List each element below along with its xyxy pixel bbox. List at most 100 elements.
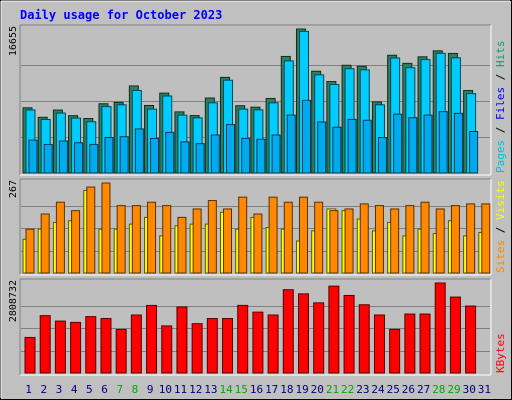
bar-pages-day-28 (438, 111, 448, 174)
bar-kbytes-day-4 (70, 321, 82, 374)
bar-sites-day-27 (420, 201, 430, 274)
x-tick-label-day-23: 23 (356, 383, 369, 396)
bar-kbytes-day-14 (222, 318, 234, 374)
bar-sites-day-17 (268, 196, 278, 274)
bar-kbytes-day-2 (39, 315, 51, 374)
bar-pages-day-24 (377, 137, 387, 174)
bar-kbytes-day-13 (206, 318, 218, 374)
x-tick-label-day-10: 10 (159, 383, 172, 396)
bar-sites-day-13 (207, 200, 217, 274)
x-tick-label-day-9: 9 (147, 383, 154, 396)
bar-pages-day-4 (74, 142, 84, 174)
x-tick-label-day-21: 21 (326, 383, 339, 396)
y-axis-max-label: 267 (8, 180, 19, 198)
bar-kbytes-day-24 (373, 314, 385, 374)
panel-legend: KBytes (494, 333, 507, 373)
bar-pages-day-1 (28, 139, 38, 174)
x-tick-label-day-13: 13 (204, 383, 217, 396)
bar-sites-day-25 (390, 208, 400, 274)
bar-sites-day-9 (147, 201, 157, 274)
bar-kbytes-day-17 (267, 314, 279, 374)
x-tick-label-day-12: 12 (189, 383, 202, 396)
x-tick-label-day-6: 6 (101, 383, 108, 396)
bar-kbytes-day-6 (100, 318, 112, 374)
x-tick-label-day-7: 7 (116, 383, 123, 396)
bar-pages-day-6 (104, 137, 114, 174)
bar-pages-day-8 (134, 128, 144, 174)
x-tick-label-day-19: 19 (295, 383, 308, 396)
bar-kbytes-day-27 (419, 313, 431, 374)
legend-pages: Pages (494, 140, 507, 173)
x-tick-label-day-27: 27 (417, 383, 430, 396)
panel-legend: Pages / Files / Hits (494, 41, 507, 174)
bar-sites-day-22 (344, 208, 354, 274)
bar-sites-day-20 (314, 201, 324, 274)
x-tick-label-day-5: 5 (86, 383, 93, 396)
bar-pages-day-26 (408, 117, 418, 174)
bar-sites-day-8 (131, 205, 141, 274)
bar-pages-day-20 (317, 121, 327, 174)
bar-pages-day-15 (241, 137, 251, 174)
legend-separator: / (494, 67, 507, 87)
legend-files: Files (494, 87, 507, 120)
bar-sites-day-19 (298, 196, 308, 274)
y-axis-max-label: 16655 (8, 26, 19, 56)
bar-sites-day-4 (71, 210, 81, 274)
bar-pages-day-11 (180, 141, 190, 174)
x-tick-label-day-17: 17 (265, 383, 278, 396)
bar-pages-day-17 (271, 134, 281, 174)
bar-kbytes-day-16 (252, 311, 264, 374)
x-tick-label-day-11: 11 (174, 383, 187, 396)
bar-pages-day-12 (195, 143, 205, 174)
x-tick-label-day-1: 1 (25, 383, 32, 396)
bar-sites-day-16 (253, 213, 263, 274)
y-axis-max-label: 2808732 (8, 280, 19, 322)
bar-pages-day-19 (301, 99, 311, 174)
x-tick-label-day-25: 25 (387, 383, 400, 396)
x-tick-label-day-22: 22 (341, 383, 354, 396)
bar-pages-day-27 (423, 114, 433, 174)
bar-sites-day-24 (374, 205, 384, 274)
bar-kbytes-day-7 (115, 328, 127, 374)
bar-pages-day-16 (256, 138, 266, 174)
x-tick-label-day-3: 3 (56, 383, 63, 396)
bar-sites-day-26 (405, 205, 415, 274)
bar-pages-day-29 (453, 112, 463, 174)
x-tick-label-day-30: 30 (463, 383, 476, 396)
bar-kbytes-day-22 (343, 294, 355, 374)
bar-kbytes-day-9 (146, 304, 158, 374)
bar-kbytes-day-25 (389, 328, 401, 374)
x-tick-label-day-14: 14 (219, 383, 233, 396)
x-tick-label-day-18: 18 (280, 383, 293, 396)
bar-pages-day-13 (210, 134, 220, 174)
x-tick-label-day-8: 8 (132, 383, 139, 396)
bar-pages-day-3 (58, 140, 68, 174)
bar-kbytes-day-5 (85, 316, 97, 374)
bar-sites-day-21 (329, 210, 339, 274)
bar-kbytes-day-29 (449, 296, 461, 374)
bar-pages-day-22 (347, 118, 357, 174)
bar-sites-day-10 (162, 205, 172, 274)
bar-sites-day-23 (359, 203, 369, 274)
bar-pages-day-21 (332, 126, 342, 174)
bar-sites-day-18 (283, 201, 293, 274)
bar-kbytes-day-8 (130, 314, 142, 374)
legend-kbytes: KBytes (494, 333, 507, 373)
bar-sites-day-28 (435, 208, 445, 274)
bar-kbytes-day-30 (465, 305, 477, 374)
bar-sites-day-1 (25, 228, 35, 274)
bar-pages-day-18 (286, 114, 296, 174)
bar-kbytes-day-1 (24, 336, 36, 374)
bar-sites-day-30 (466, 203, 476, 274)
x-tick-label-day-16: 16 (250, 383, 263, 396)
legend-visits: Visits (494, 180, 507, 220)
bar-sites-day-3 (55, 201, 65, 274)
legend-separator: / (494, 220, 507, 240)
x-tick-label-day-31: 31 (478, 383, 491, 396)
chart-title: Daily usage for October 2023 (20, 8, 222, 22)
bar-sites-day-6 (101, 182, 111, 274)
bar-kbytes-day-18 (282, 289, 294, 374)
x-tick-label-day-4: 4 (71, 383, 78, 396)
x-tick-label-day-20: 20 (311, 383, 324, 396)
